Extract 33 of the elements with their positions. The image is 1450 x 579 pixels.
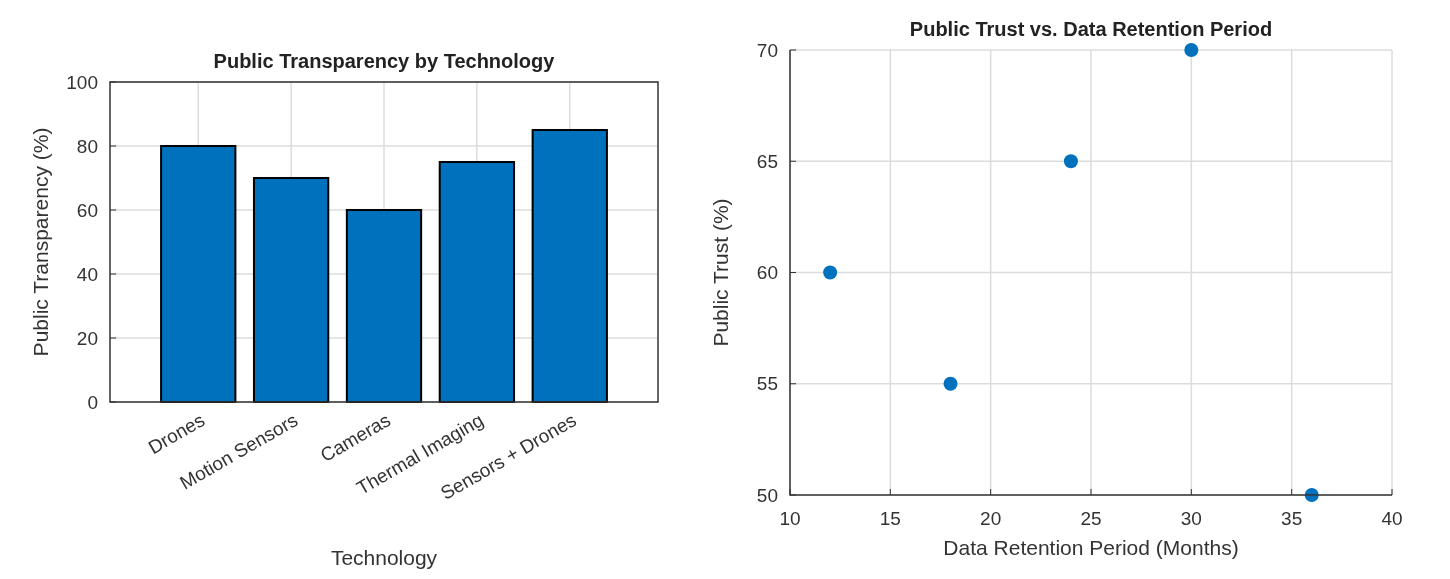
y-tick-label: 60 — [76, 199, 98, 221]
x-axis-title: Technology — [330, 546, 438, 569]
y-tick-label: 55 — [756, 373, 778, 395]
chart-title: Public Transparency by Technology — [213, 50, 556, 72]
point — [1184, 43, 1199, 57]
y-tick-label: 65 — [756, 150, 778, 172]
y-tick-label: 60 — [756, 262, 778, 284]
y-tick-label: 20 — [76, 327, 98, 349]
bar — [160, 145, 237, 403]
bar — [438, 161, 516, 403]
bar — [252, 177, 330, 403]
point — [943, 376, 958, 391]
bar — [531, 129, 608, 403]
bar — [345, 209, 423, 403]
x-tick-label: 15 — [879, 508, 901, 529]
x-tick-label: 35 — [1281, 508, 1303, 529]
point — [1063, 154, 1078, 169]
x-tick-label: 10 — [779, 508, 801, 529]
y-tick-label: 40 — [76, 263, 98, 285]
y-tick-label: 100 — [66, 71, 98, 93]
y-tick-label: 80 — [76, 135, 98, 157]
y-axis-title: Public Transparency (%) — [29, 127, 52, 357]
y-tick-label: 70 — [756, 39, 778, 61]
x-tick-label: 40 — [1381, 508, 1403, 529]
y-axis-title: Public Trust (%) — [709, 198, 732, 347]
chart-title: Public Trust vs. Data Retention Period — [909, 18, 1273, 40]
x-tick-label: 30 — [1180, 508, 1202, 529]
x-axis-title: Data Retention Period (Months) — [943, 536, 1239, 559]
y-tick-label: 50 — [756, 484, 778, 506]
y-tick-label: 0 — [87, 391, 98, 413]
point — [823, 265, 838, 280]
x-tick-label: 20 — [980, 508, 1002, 529]
x-tick-label: 25 — [1080, 508, 1102, 529]
